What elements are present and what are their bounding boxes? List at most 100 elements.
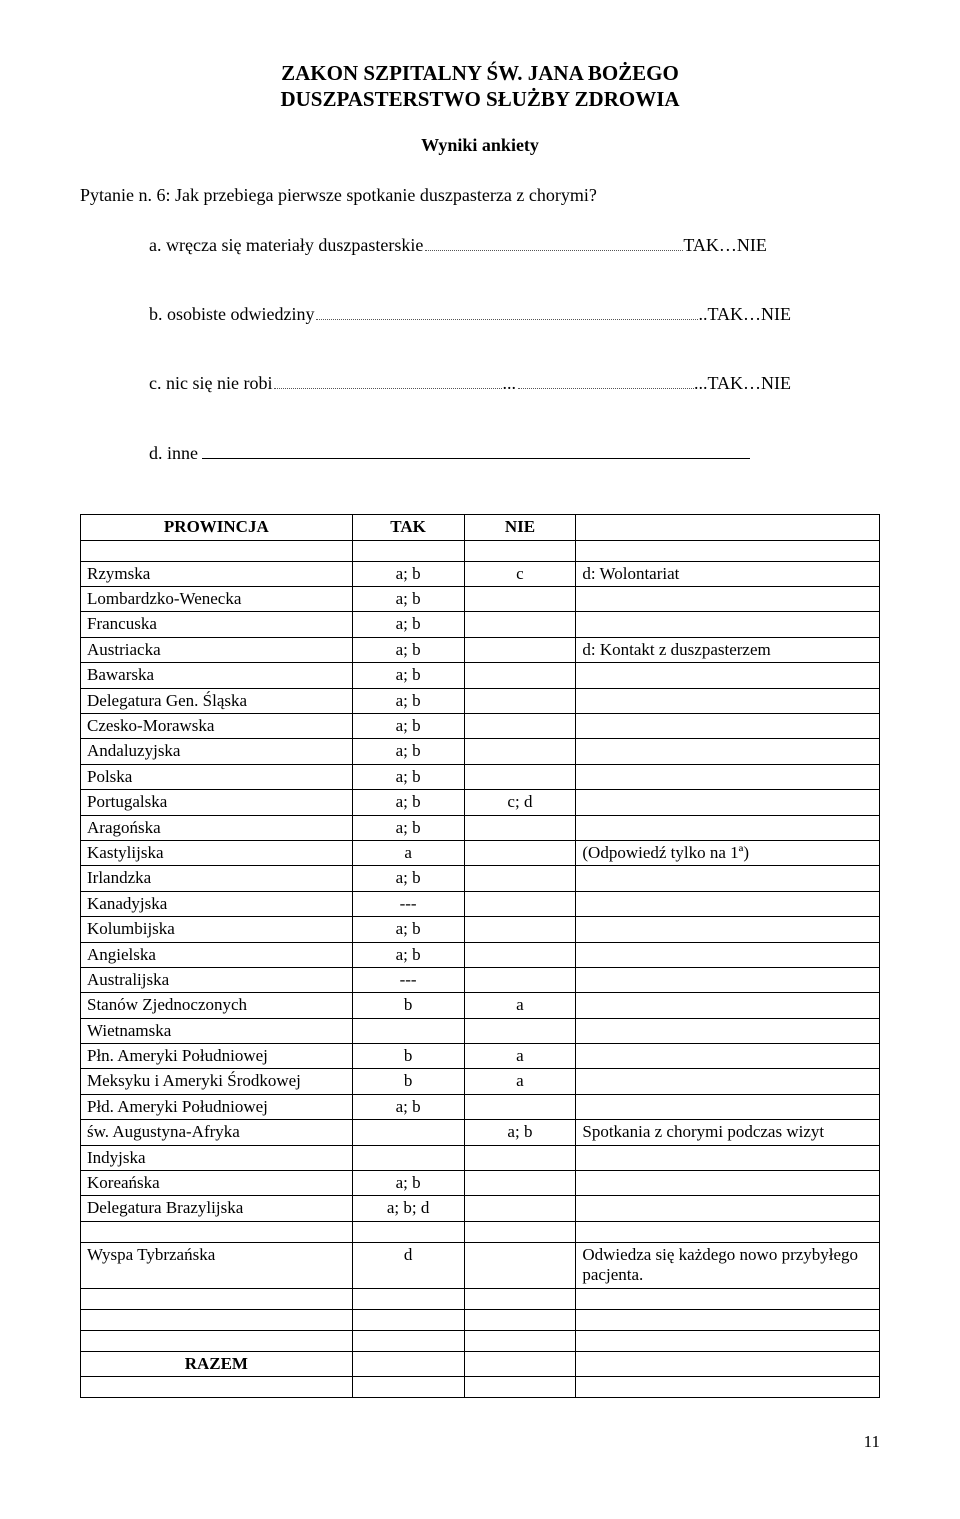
cell-nie [464, 815, 576, 840]
cell-note [576, 891, 880, 916]
cell-tak: a; b [352, 764, 464, 789]
page-number: 11 [80, 1432, 880, 1452]
table-row: Kastylijskaa(Odpowiedź tylko na 1ª) [81, 840, 880, 865]
table-row [81, 1330, 880, 1351]
option-c-fill1 [274, 388, 502, 389]
cell-note [576, 1376, 880, 1397]
cell-nie: a [464, 1069, 576, 1094]
cell-tak: a; b [352, 815, 464, 840]
th-tak: TAK [352, 515, 464, 540]
cell-tak: a; b [352, 561, 464, 586]
cell-nie [464, 1288, 576, 1309]
table-row: Koreańskaa; b [81, 1171, 880, 1196]
cell-nie: c [464, 561, 576, 586]
cell-tak: a; b [352, 714, 464, 739]
results-table: PROWINCJA TAK NIE Rzymskaa; bcd: Wolonta… [80, 514, 880, 1398]
cell-note: (Odpowiedź tylko na 1ª) [576, 840, 880, 865]
cell-note: Odwiedza się każdego nowo przybyłego pac… [576, 1242, 880, 1288]
table-row: Wyspa TybrzańskadOdwiedza się każdego no… [81, 1242, 880, 1288]
option-d-line [202, 441, 750, 459]
cell-province: św. Augustyna-Afryka [81, 1120, 353, 1145]
cell-note [576, 1145, 880, 1170]
cell-nie: a; b [464, 1120, 576, 1145]
cell-note [576, 790, 880, 815]
cell-province [81, 540, 353, 561]
cell-province: Meksyku i Ameryki Środkowej [81, 1069, 353, 1094]
cell-tak: --- [352, 967, 464, 992]
table-row: Meksyku i Ameryki Środkowejba [81, 1069, 880, 1094]
cell-tak: a; b [352, 612, 464, 637]
cell-note [576, 739, 880, 764]
table-row [81, 540, 880, 561]
table-row: Aragońskaa; b [81, 815, 880, 840]
cell-note: Spotkania z chorymi podczas wizyt [576, 1120, 880, 1145]
cell-province [81, 1309, 353, 1330]
table-row: Stanów Zjednoczonychba [81, 993, 880, 1018]
cell-nie [464, 1196, 576, 1221]
cell-province [81, 1288, 353, 1309]
cell-province: Płd. Ameryki Południowej [81, 1094, 353, 1119]
cell-note [576, 942, 880, 967]
cell-nie [464, 1145, 576, 1170]
cell-note [576, 714, 880, 739]
table-body: Rzymskaa; bcd: WolontariatLombardzko-Wen… [81, 540, 880, 1397]
cell-note: d: Wolontariat [576, 561, 880, 586]
option-c-text: c. nic się nie robi [149, 372, 272, 395]
cell-note [576, 587, 880, 612]
cell-note [576, 967, 880, 992]
cell-nie [464, 1221, 576, 1242]
header-line-2: DUSZPASTERSTWO SŁUŻBY ZDROWIA [80, 86, 880, 112]
cell-tak: a [352, 840, 464, 865]
cell-province: Wyspa Tybrzańska [81, 1242, 353, 1288]
cell-note [576, 917, 880, 942]
cell-note [576, 688, 880, 713]
cell-note [576, 663, 880, 688]
option-c: c. nic się nie robi......TAK…NIE [122, 349, 880, 418]
cell-tak [352, 1376, 464, 1397]
table-row [81, 1309, 880, 1330]
cell-province: Indyjska [81, 1145, 353, 1170]
cell-province [81, 1376, 353, 1397]
cell-nie [464, 840, 576, 865]
cell-note [576, 1069, 880, 1094]
cell-nie [464, 1018, 576, 1043]
cell-note [576, 1018, 880, 1043]
th-prowincja: PROWINCJA [81, 515, 353, 540]
cell-province: Delegatura Brazylijska [81, 1196, 353, 1221]
cell-nie [464, 917, 576, 942]
cell-tak: a; b [352, 663, 464, 688]
table-row: Austriackaa; bd: Kontakt z duszpasterzem [81, 637, 880, 662]
cell-note [576, 1221, 880, 1242]
option-a-tail: TAK…NIE [683, 234, 767, 257]
cell-province: Lombardzko-Wenecka [81, 587, 353, 612]
cell-province: Wietnamska [81, 1018, 353, 1043]
cell-tak [352, 1221, 464, 1242]
table-row: Delegatura Brazylijskaa; b; d [81, 1196, 880, 1221]
cell-note [576, 764, 880, 789]
question-text: Pytanie n. 6: Jak przebiega pierwsze spo… [80, 184, 880, 207]
cell-nie [464, 739, 576, 764]
cell-nie [464, 967, 576, 992]
cell-tak [352, 1145, 464, 1170]
option-b-fill [316, 319, 698, 320]
cell-tak: a; b [352, 587, 464, 612]
cell-nie [464, 1330, 576, 1351]
cell-province: Stanów Zjednoczonych [81, 993, 353, 1018]
cell-nie [464, 637, 576, 662]
cell-note [576, 1044, 880, 1069]
cell-tak: b [352, 1044, 464, 1069]
header-subtitle: Wyniki ankiety [80, 135, 880, 156]
option-b-text: b. osobiste odwiedziny [149, 303, 314, 326]
cell-tak: a; b [352, 637, 464, 662]
question-block: Pytanie n. 6: Jak przebiega pierwsze spo… [80, 184, 880, 489]
table-row: Portugalskaa; bc; d [81, 790, 880, 815]
table-row: Bawarskaa; b [81, 663, 880, 688]
cell-nie [464, 764, 576, 789]
table-row [81, 1376, 880, 1397]
cell-tak: a; b [352, 1094, 464, 1119]
option-d: d. inne [122, 418, 880, 488]
option-c-tail1: ... [502, 372, 516, 395]
cell-note [576, 1309, 880, 1330]
cell-province: Australijska [81, 967, 353, 992]
table-row: Wietnamska [81, 1018, 880, 1043]
